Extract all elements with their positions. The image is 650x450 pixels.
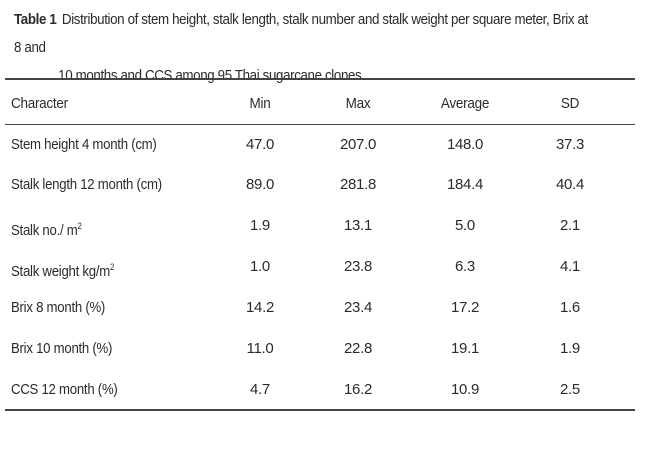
row-character: Stalk no./ m2 bbox=[11, 213, 82, 244]
character-text: Brix 8 month (%) bbox=[11, 299, 106, 316]
row-sd: 2.1 bbox=[560, 217, 580, 234]
row-min: 1.9 bbox=[250, 217, 270, 234]
row-max: 207.0 bbox=[339, 136, 377, 153]
row-character: Stem height 4 month (cm) bbox=[11, 132, 157, 158]
character-text: Stalk length 12 month (cm) bbox=[11, 176, 162, 193]
row-average: 10.9 bbox=[451, 381, 479, 398]
character-text: Stalk no./ m bbox=[11, 222, 78, 239]
header-sd: SD bbox=[560, 95, 580, 112]
table-row: Brix 8 month (%) 14.2 23.4 17.2 1.6 bbox=[5, 295, 635, 321]
table-row: Stalk weight kg/m2 1.0 23.8 6.3 4.1 bbox=[5, 254, 635, 280]
top-rule bbox=[5, 78, 635, 80]
row-sd: 2.5 bbox=[560, 381, 580, 398]
row-average: 19.1 bbox=[451, 340, 479, 357]
header-average: Average bbox=[440, 95, 490, 112]
row-min: 4.7 bbox=[250, 381, 270, 398]
character-superscript: 2 bbox=[109, 262, 115, 272]
table-header-row: Character Min Max Average SD bbox=[5, 91, 635, 117]
table-row: CCS 12 month (%) 4.7 16.2 10.9 2.5 bbox=[5, 377, 635, 403]
row-max: 23.8 bbox=[344, 258, 372, 275]
row-sd: 40.4 bbox=[556, 176, 584, 193]
row-min: 1.0 bbox=[250, 258, 270, 275]
row-min: 89.0 bbox=[246, 176, 274, 193]
row-sd: 1.9 bbox=[560, 340, 580, 357]
row-max: 16.2 bbox=[344, 381, 372, 398]
table-row: Stalk length 12 month (cm) 89.0 281.8 18… bbox=[5, 172, 635, 198]
row-sd: 1.6 bbox=[560, 299, 580, 316]
row-sd: 37.3 bbox=[556, 136, 584, 153]
row-max: 23.4 bbox=[344, 299, 372, 316]
row-min: 11.0 bbox=[246, 340, 274, 357]
header-min: Min bbox=[249, 95, 271, 112]
character-text: CCS 12 month (%) bbox=[11, 381, 118, 398]
character-text: Stem height 4 month (cm) bbox=[11, 136, 157, 153]
table-row: Stem height 4 month (cm) 47.0 207.0 148.… bbox=[5, 132, 635, 158]
header-max: Max bbox=[345, 95, 371, 112]
caption-line-1: Distribution of stem height, stalk lengt… bbox=[14, 12, 588, 56]
row-average: 184.4 bbox=[446, 176, 484, 193]
row-character: CCS 12 month (%) bbox=[11, 377, 118, 403]
caption-line-2: 10 months and CCS among 95 Thai sugarcan… bbox=[58, 68, 365, 84]
bottom-rule bbox=[5, 409, 635, 411]
row-character: Stalk length 12 month (cm) bbox=[11, 172, 162, 198]
table-row: Brix 10 month (%) 11.0 22.8 19.1 1.9 bbox=[5, 336, 635, 362]
header-character: Character bbox=[11, 95, 68, 112]
row-min: 47.0 bbox=[246, 136, 274, 153]
row-average: 148.0 bbox=[446, 136, 484, 153]
table-caption: Table 1 Distribution of stem height, stal… bbox=[14, 6, 594, 90]
character-text: Brix 10 month (%) bbox=[11, 340, 113, 357]
table-row: Stalk no./ m2 1.9 13.1 5.0 2.1 bbox=[5, 213, 635, 239]
row-max: 13.1 bbox=[344, 217, 372, 234]
row-max: 22.8 bbox=[344, 340, 372, 357]
row-character: Brix 8 month (%) bbox=[11, 295, 105, 321]
row-character: Brix 10 month (%) bbox=[11, 336, 112, 362]
row-min: 14.2 bbox=[246, 299, 274, 316]
row-average: 6.3 bbox=[455, 258, 475, 275]
row-character: Stalk weight kg/m2 bbox=[11, 254, 114, 285]
row-sd: 4.1 bbox=[560, 258, 580, 275]
table-label: Table 1 bbox=[14, 12, 57, 28]
character-superscript: 2 bbox=[77, 221, 82, 231]
row-average: 5.0 bbox=[455, 217, 475, 234]
header-rule bbox=[5, 124, 635, 125]
character-text: Stalk weight kg/m bbox=[11, 263, 110, 280]
row-max: 281.8 bbox=[339, 176, 377, 193]
row-average: 17.2 bbox=[451, 299, 479, 316]
